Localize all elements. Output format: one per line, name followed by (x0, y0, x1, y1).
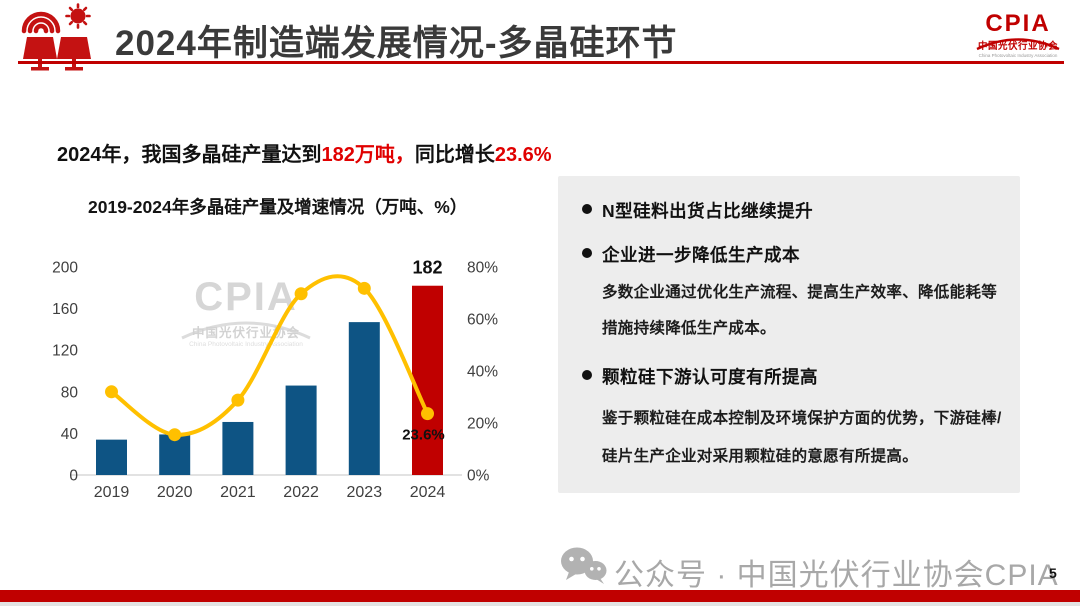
key-finding-mid: 同比增长 (414, 144, 495, 166)
line-marker-2020 (168, 428, 182, 442)
bar-2021 (222, 421, 254, 475)
bullet-dot-icon (582, 204, 592, 214)
production-growth-chart: CPIA 中国光伏行业协会 China Photovoltaic Industr… (45, 250, 505, 520)
bullet-title: N型硅料出货占比继续提升 (602, 201, 814, 221)
bullet-item-2: 企业进一步降低生产成本 (582, 242, 800, 267)
chart-label: 2021 (220, 484, 256, 501)
bullet-body-line: 鉴于颗粒硅在成本控制及环境保护方面的优势，下游硅棒/ (602, 410, 1002, 427)
bullet-title: 颗粒硅下游认可度有所提高 (602, 367, 818, 387)
page-number: 5 (1049, 565, 1057, 581)
watermark-brand: CPIA (194, 275, 298, 319)
chart-label: 23.6% (402, 427, 445, 444)
chart-label: 182 (412, 258, 442, 278)
chart-label: 200 (52, 260, 78, 277)
chart-label: 0 (69, 468, 78, 485)
bar-2020 (159, 434, 191, 475)
chart-label: 160 (52, 301, 78, 318)
bottom-gray-strip (0, 602, 1080, 606)
chart-label: 40 (61, 426, 79, 443)
chart-label: 40% (467, 364, 498, 381)
insights-panel: N型硅料出货占比继续提升 企业进一步降低生产成本 多数企业通过优化生产流程、提高… (558, 176, 1020, 493)
bullet-item-1: N型硅料出货占比继续提升 (582, 198, 813, 223)
key-finding-highlight-growth: 23.6% (494, 144, 552, 166)
chart-label: 2022 (283, 484, 319, 501)
chart-label: 120 (52, 343, 78, 360)
line-marker-2023 (357, 281, 371, 295)
bar-2023 (348, 322, 380, 475)
chart-label: 2024 (410, 484, 446, 501)
wechat-icon (561, 547, 607, 584)
key-finding-highlight-production: 182万吨， (321, 144, 415, 166)
watermark-arc-icon (181, 321, 311, 340)
bullet-item-3: 颗粒硅下游认可度有所提高 (582, 364, 818, 389)
growth-line (109, 274, 430, 437)
solar-panels-sun-icon (21, 3, 91, 71)
footer-watermark-text: 公众号 · 中国光伏行业协会CPIA (614, 559, 1059, 592)
header-underline (18, 61, 1064, 64)
cpia-logo-org-en: China Photovoltaic Industry Association (978, 53, 1058, 59)
chart-label: 80 (61, 384, 79, 401)
line-marker-2024 (421, 407, 434, 421)
cpia-logo: CPIA 中国光伏行业协会 China Photovoltaic Industr… (973, 12, 1063, 59)
chart-label: 20% (467, 416, 498, 433)
bullet-title: 企业进一步降低生产成本 (602, 245, 800, 265)
chart-label: 60% (467, 312, 498, 329)
bottom-red-bar (0, 590, 1080, 602)
line-marker-2022 (294, 287, 308, 301)
bullet-dot-icon (582, 248, 592, 258)
bullet-dot-icon (582, 370, 592, 380)
key-finding-text: 2024年，我国多晶硅产量达到182万吨，同比增长23.6% (57, 138, 552, 167)
cpia-logo-org-cn: 中国光伏行业协会 (977, 41, 1058, 52)
cpia-logo-brand: CPIA (985, 10, 1051, 37)
cpia-logo-swoosh-icon (976, 38, 1060, 51)
chart-label: 0% (467, 468, 490, 485)
line-marker-2021 (231, 393, 245, 407)
chart-label: 2020 (157, 484, 193, 501)
chart-title: 2019-2024年多晶硅产量及增速情况（万吨、%） (88, 197, 468, 217)
line-marker-2019 (105, 385, 118, 399)
chart-label: 2023 (347, 484, 383, 501)
chart-label: 2019 (94, 484, 130, 501)
watermark-org-en: China Photovoltaic Industry Association (189, 341, 303, 348)
chart-canvas: 0 40 80 120 160 200 0% 20% 40% 60% 80% 2019 2020 2021… (52, 258, 498, 501)
chart-label: 80% (467, 260, 498, 277)
key-finding-prefix: 2024年，我国多晶硅产量达到 (57, 144, 322, 166)
bullet-body-line: 多数企业通过优化生产流程、提高生产效率、降低能耗等 (602, 284, 998, 301)
bar-2019 (96, 439, 127, 475)
bar-2024 (412, 285, 443, 475)
bullet-body-line: 措施持续降低生产成本。 (602, 320, 776, 337)
bar-2022 (285, 385, 317, 475)
bullet-body-line: 硅片生产企业对采用颗粒硅的意愿有所提高。 (602, 448, 919, 465)
page-title: 2024年制造端发展情况-多晶硅环节 (115, 24, 678, 63)
